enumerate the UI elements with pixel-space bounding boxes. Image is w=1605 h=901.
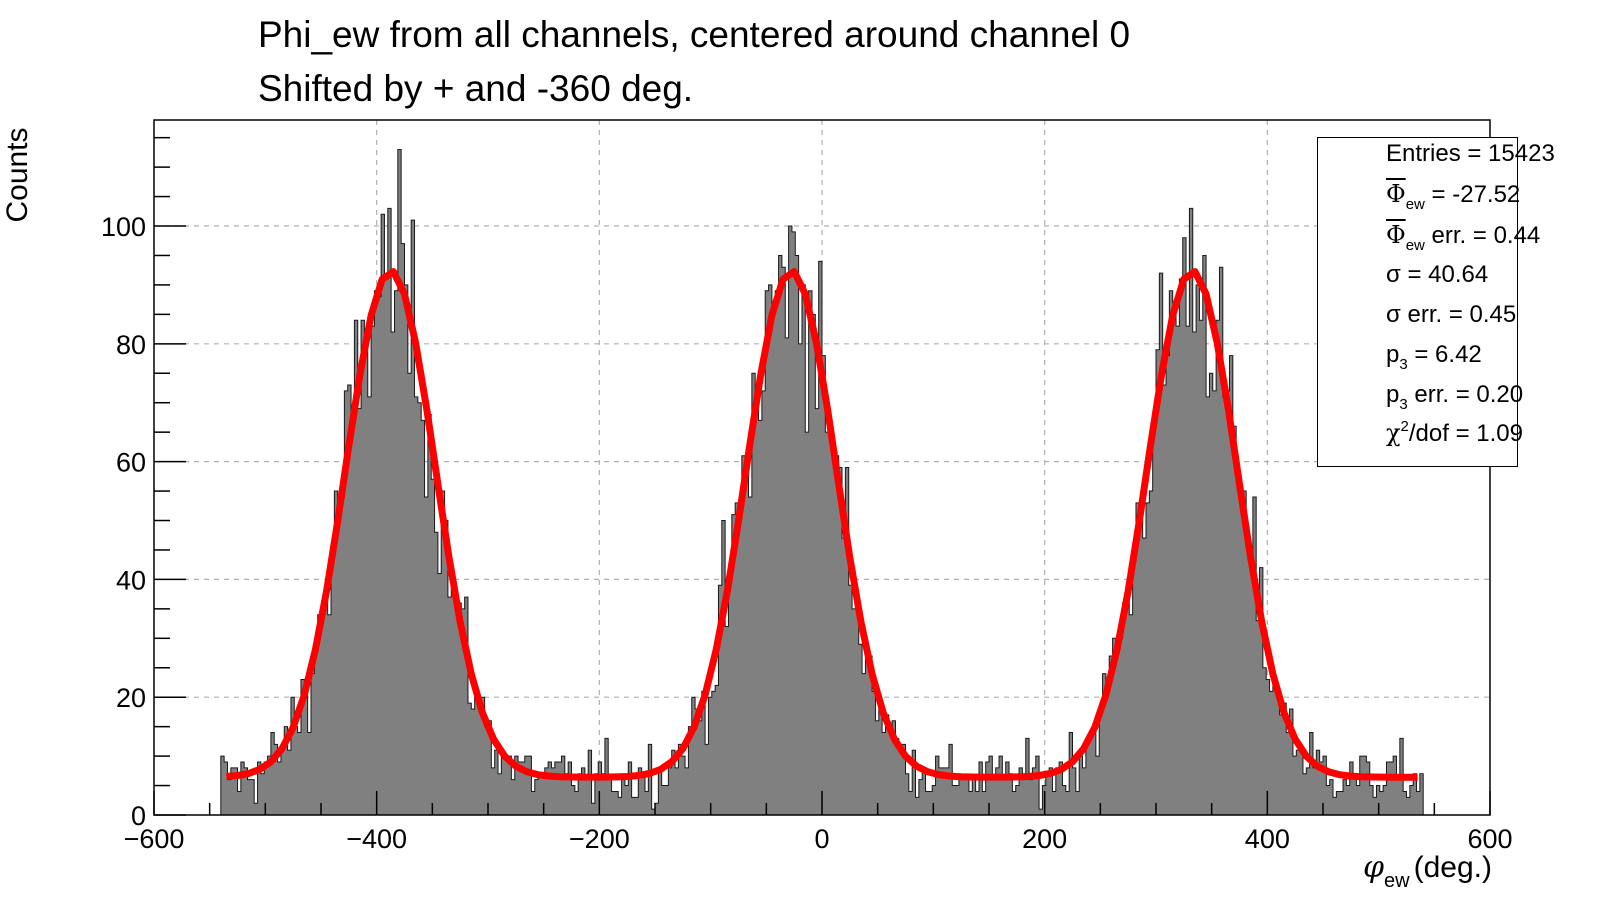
y-axis-label: Counts — [1, 127, 34, 223]
chart-title-line-2: Shifted by + and -360 deg. — [258, 68, 694, 109]
y-tick-label: 60 — [116, 448, 146, 478]
stat-chi2: χ2/dof = 1.09 — [1386, 418, 1523, 447]
stat-mean: Φew = -27.52 — [1386, 180, 1521, 213]
gaussian-fit-line — [226, 268, 1418, 781]
y-tick-label: 40 — [116, 565, 146, 595]
x-tick-label: 200 — [1022, 824, 1067, 854]
fit-curve — [226, 268, 1418, 781]
x-tick-label: −400 — [346, 824, 407, 854]
x-tick-label: 0 — [814, 824, 829, 854]
y-tick-label: 20 — [116, 683, 146, 713]
x-tick-label: 400 — [1245, 824, 1290, 854]
stat-mean-err: Φew err. = 0.44 — [1386, 221, 1541, 254]
stat-entries: Entries = 15423 — [1386, 140, 1555, 167]
x-tick-label: 600 — [1467, 824, 1512, 854]
x-tick-label: −200 — [569, 824, 630, 854]
histogram-area — [220, 148, 1424, 816]
chart-title-line-1: Phi_ew from all channels, centered aroun… — [258, 14, 1131, 55]
stat-sigma: σ = 40.64 — [1386, 261, 1489, 288]
histogram-bars — [220, 148, 1424, 816]
x-tick-label: −600 — [124, 824, 185, 854]
y-tick-label: 80 — [116, 330, 146, 360]
axis-ticks: −600 −400 −200 0 200 400 600 0 20 40 60 80 100 — [101, 136, 1513, 854]
y-tick-label: 100 — [101, 212, 146, 242]
stat-sigma-err: σ err. = 0.45 — [1386, 301, 1517, 328]
y-tick-label: 0 — [131, 801, 146, 831]
stat-p3: p3 = 6.42 — [1386, 341, 1482, 373]
stats-box: Entries = 15423 Φew = -27.52 Φew err. = … — [1317, 137, 1555, 467]
x-axis-label: φew (deg.) — [1363, 850, 1492, 892]
stat-p3-err: p3 err. = 0.20 — [1386, 381, 1524, 413]
